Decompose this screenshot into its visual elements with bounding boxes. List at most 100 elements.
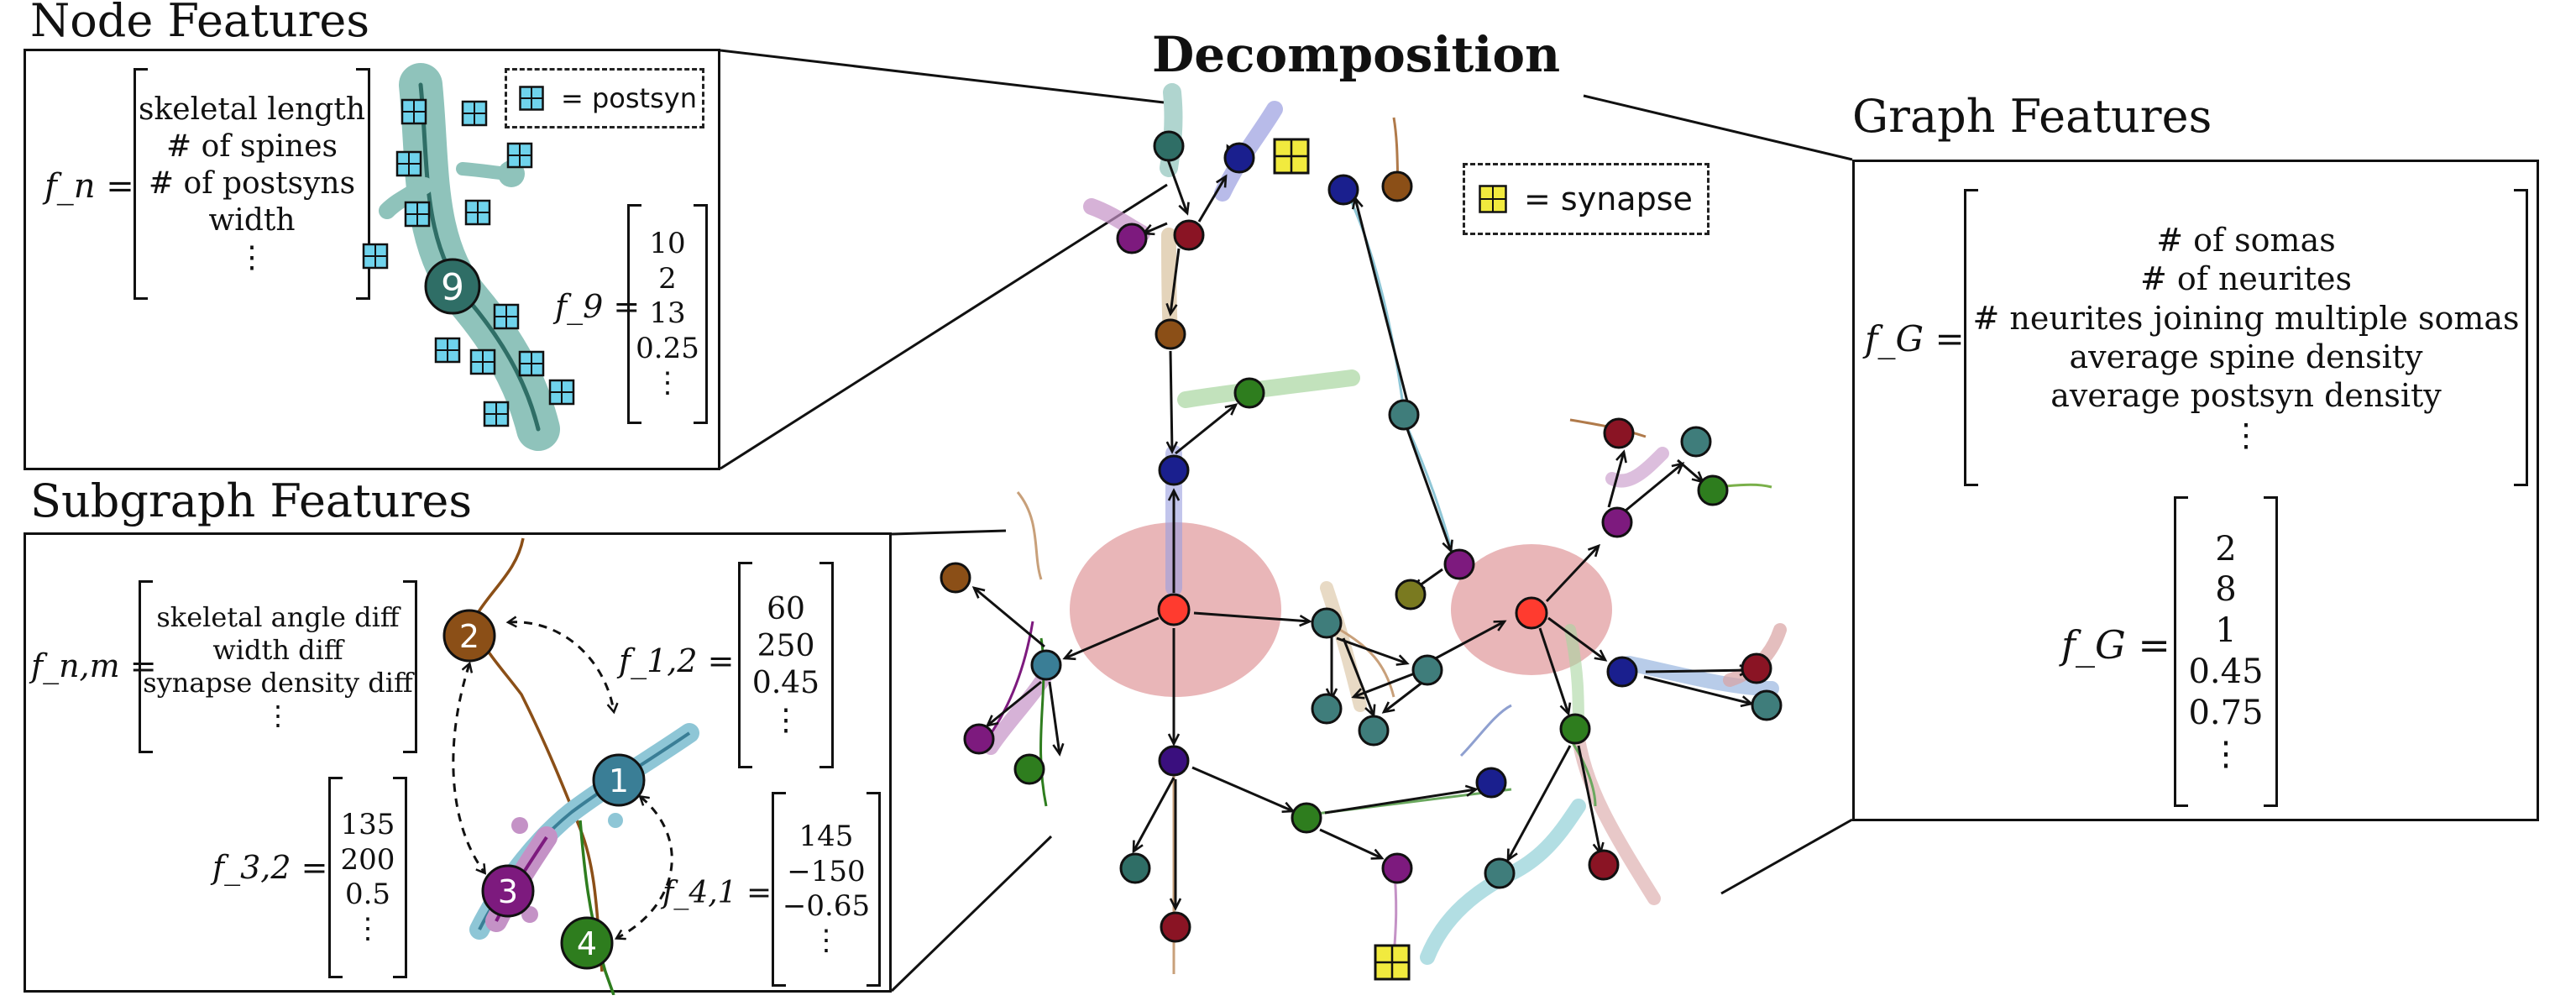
graph-node xyxy=(1680,426,1712,458)
f41-value: −0.65 xyxy=(782,889,871,923)
f12-value: 0.45 xyxy=(751,666,820,700)
postsyn-icon xyxy=(469,348,496,375)
fg-value: ⋮ xyxy=(2209,734,2243,773)
fg-matrix: # of somas # of neurites # neurites join… xyxy=(1964,189,2528,486)
edge xyxy=(1607,449,1627,508)
edge xyxy=(1547,616,1608,662)
fg-value: 8 xyxy=(2215,570,2237,610)
f41-value: 145 xyxy=(798,820,854,854)
connector-line xyxy=(720,183,1168,470)
edge xyxy=(1538,627,1572,716)
subgraph-features-panel: f_n,m = skeletal angle diff width diff s… xyxy=(24,532,892,995)
f41-value: −150 xyxy=(787,854,866,888)
edge xyxy=(1625,462,1685,512)
edge xyxy=(1175,403,1238,455)
graph-nodes xyxy=(940,130,1783,943)
postsyn-icon xyxy=(362,243,389,270)
soma-node xyxy=(1157,593,1191,626)
synapse-marker xyxy=(1273,138,1310,175)
fn-row: width xyxy=(208,202,296,238)
graph-node xyxy=(1601,506,1633,538)
graph-node xyxy=(1158,454,1190,486)
edge xyxy=(1432,620,1507,662)
graph-node xyxy=(1154,318,1186,350)
graph-node xyxy=(1484,857,1516,889)
f12-matrix: 60 250 0.45 ⋮ xyxy=(738,562,834,768)
node-9-illustration: 9 xyxy=(362,63,575,451)
graph-node xyxy=(1411,654,1443,686)
graph-node xyxy=(1475,767,1507,799)
fg-row: # of neurites xyxy=(2140,260,2352,298)
edge xyxy=(1165,350,1178,454)
postsyn-markers xyxy=(362,98,575,427)
f9-matrix: 10 2 13 0.25 ⋮ xyxy=(627,204,708,424)
edge xyxy=(1336,637,1410,666)
graph-node xyxy=(1153,130,1185,162)
fg-row: ⋮ xyxy=(2230,416,2262,453)
fg-value: 0.75 xyxy=(2188,693,2264,732)
connector-line xyxy=(891,529,1007,536)
edge xyxy=(1191,766,1296,814)
postsyn-icon xyxy=(404,201,431,228)
graph-node xyxy=(1588,849,1620,881)
graph-node xyxy=(1395,579,1427,610)
edge xyxy=(1164,152,1190,216)
f32-value: 135 xyxy=(340,808,395,842)
decomposition-title: Decomposition xyxy=(1152,26,1561,83)
fg-row: # neurites joining multiple somas xyxy=(1972,299,2520,337)
postsyn-icon xyxy=(483,401,510,427)
node-4-label: 4 xyxy=(577,925,597,962)
f41-label: f_4,1 = xyxy=(662,876,772,910)
neurite-lines xyxy=(979,117,1772,974)
edge xyxy=(1141,222,1168,236)
graph-node xyxy=(1030,649,1062,681)
node-4 xyxy=(560,916,614,970)
postsyn-icon xyxy=(506,142,533,169)
zoom-connectors xyxy=(720,49,1853,993)
graph-node xyxy=(1160,911,1191,943)
spine xyxy=(379,177,433,219)
f12-label: f_1,2 = xyxy=(619,642,735,679)
f32-matrix: 135 200 0.5 ⋮ xyxy=(328,777,407,978)
fg-values-label: f_G = xyxy=(2061,622,2170,668)
fn-label: f_n = xyxy=(45,167,134,206)
edge xyxy=(985,680,1042,727)
node-9 xyxy=(424,258,481,315)
postsyn-icon xyxy=(519,86,544,111)
f32-value: ⋮ xyxy=(353,912,382,946)
postsyn-icon xyxy=(395,150,422,177)
edge xyxy=(1319,828,1385,860)
synapse-icon xyxy=(1479,185,1507,213)
fnm-row: ⋮ xyxy=(264,699,291,732)
postsyn-icon xyxy=(401,98,427,125)
fn-row: # of postsyns xyxy=(148,166,356,202)
f9-value: 0.25 xyxy=(636,331,699,365)
fg-row: average spine density xyxy=(2069,338,2423,375)
fg-value: 1 xyxy=(2215,611,2237,651)
graph-node xyxy=(1119,852,1151,884)
node-3 xyxy=(481,864,535,918)
fg-row: average postsyn density xyxy=(2050,377,2442,415)
graph-node xyxy=(963,723,995,755)
soma-node xyxy=(1515,596,1548,630)
graph-node xyxy=(1311,607,1343,639)
graph-node xyxy=(1697,474,1729,506)
graph-features-panel: f_G = # of somas # of neurites # neurite… xyxy=(1852,160,2539,821)
fnm-row: skeletal angle diff xyxy=(156,600,400,633)
f9-label: f_9 = xyxy=(555,288,641,325)
synapse-legend: = synapse xyxy=(1463,163,1709,235)
edge xyxy=(1132,777,1175,854)
postsyn-icon xyxy=(518,350,545,377)
postsyn-legend: = postsyn xyxy=(505,68,704,128)
f12-value: 60 xyxy=(767,592,805,627)
edge xyxy=(1643,675,1754,708)
postsyn-icon xyxy=(464,199,491,226)
graph-node xyxy=(1358,715,1390,747)
relation-arrow-3-2 xyxy=(452,664,484,872)
fg-label: f_G = xyxy=(1865,318,1965,359)
synapse-marker xyxy=(1374,944,1411,981)
edge xyxy=(1048,681,1065,757)
synapse-legend-text: = synapse xyxy=(1524,181,1693,217)
f9-value: 13 xyxy=(649,296,686,331)
node-2 xyxy=(442,609,496,663)
